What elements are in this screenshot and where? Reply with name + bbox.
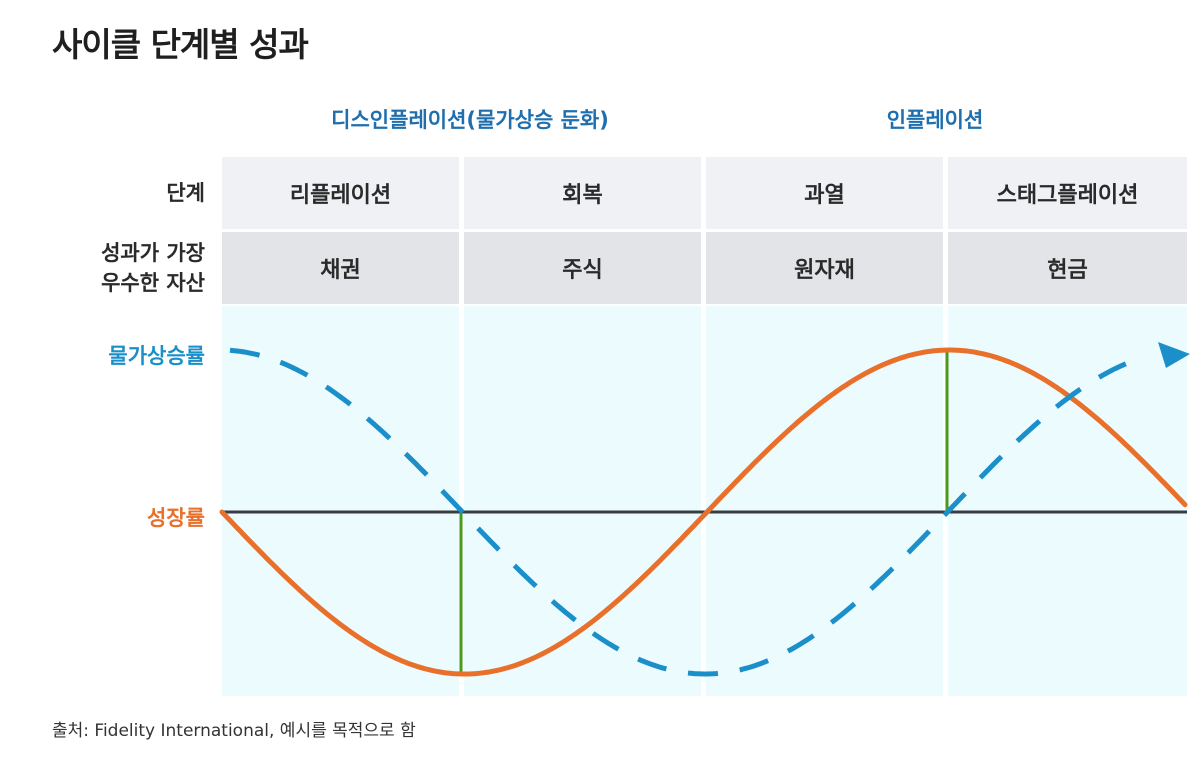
row-label-stage: 단계 xyxy=(166,181,205,205)
inflation-arrow-icon xyxy=(1158,342,1190,368)
asset-cell-cash: 현금 xyxy=(948,232,1187,304)
growth-curve xyxy=(219,347,1188,677)
row-label-asset-line2: 우수한 자산 xyxy=(101,271,205,295)
stage-cell-stagflation: 스태그플레이션 xyxy=(948,157,1187,229)
stage-cell-recovery: 회복 xyxy=(464,157,701,229)
phase-label-disinflation: 디스인플레이션(물가상승 둔화) xyxy=(331,108,609,132)
inflation-legend-label: 물가상승률 xyxy=(108,344,205,368)
stage-cell-overheat: 과열 xyxy=(706,157,943,229)
phase-label-inflation: 인플레이션 xyxy=(886,108,984,132)
stage-cell-reflation: 리플레이션 xyxy=(222,157,459,229)
source-note: 출처: Fidelity International, 예시를 목적으로 함 xyxy=(52,721,416,741)
growth-legend-label: 성장률 xyxy=(147,506,205,530)
column-dividers xyxy=(459,157,948,696)
asset-cell-stocks: 주식 xyxy=(464,232,701,304)
row-label-asset-line1: 성과가 가장 xyxy=(101,241,205,265)
page-title: 사이클 단계별 성과 xyxy=(52,25,309,64)
asset-cell-commodities: 원자재 xyxy=(706,232,943,304)
asset-cell-bonds: 채권 xyxy=(222,232,459,304)
inflation-curve xyxy=(229,347,1146,677)
